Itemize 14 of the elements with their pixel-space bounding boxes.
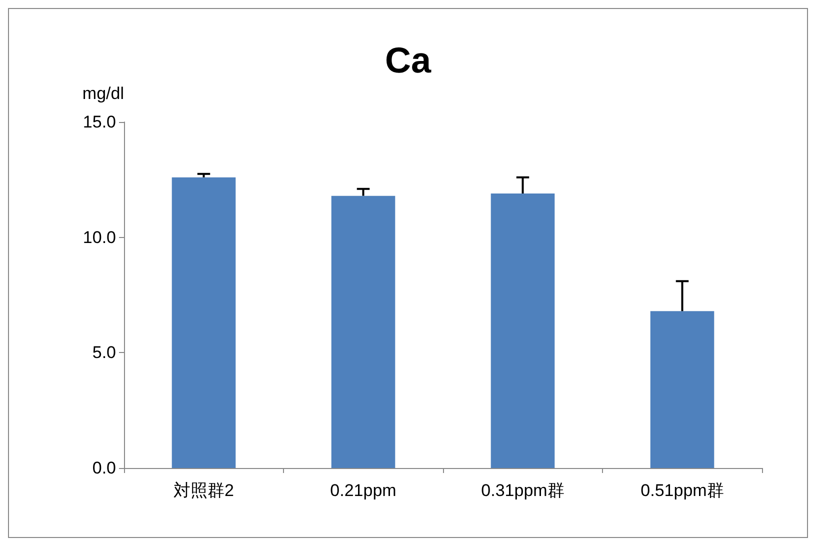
x-tick-label: 0.51ppm群 (640, 481, 724, 500)
x-tick-label: 0.31ppm群 (481, 481, 564, 500)
bar (172, 177, 236, 468)
bar (650, 311, 714, 468)
bar (490, 194, 555, 468)
x-tick-label: 0.21ppm (330, 481, 396, 500)
bar (331, 196, 396, 468)
y-tick-label: 15.0 (82, 112, 116, 132)
y-tick-label: 10.0 (82, 228, 116, 247)
y-axis-title: mg/dl (82, 84, 124, 103)
chart-title: Ca (384, 40, 432, 80)
x-tick-label: 対照群2 (174, 481, 234, 500)
y-tick-label: 0.0 (92, 458, 116, 478)
y-tick-label: 5.0 (92, 343, 116, 362)
